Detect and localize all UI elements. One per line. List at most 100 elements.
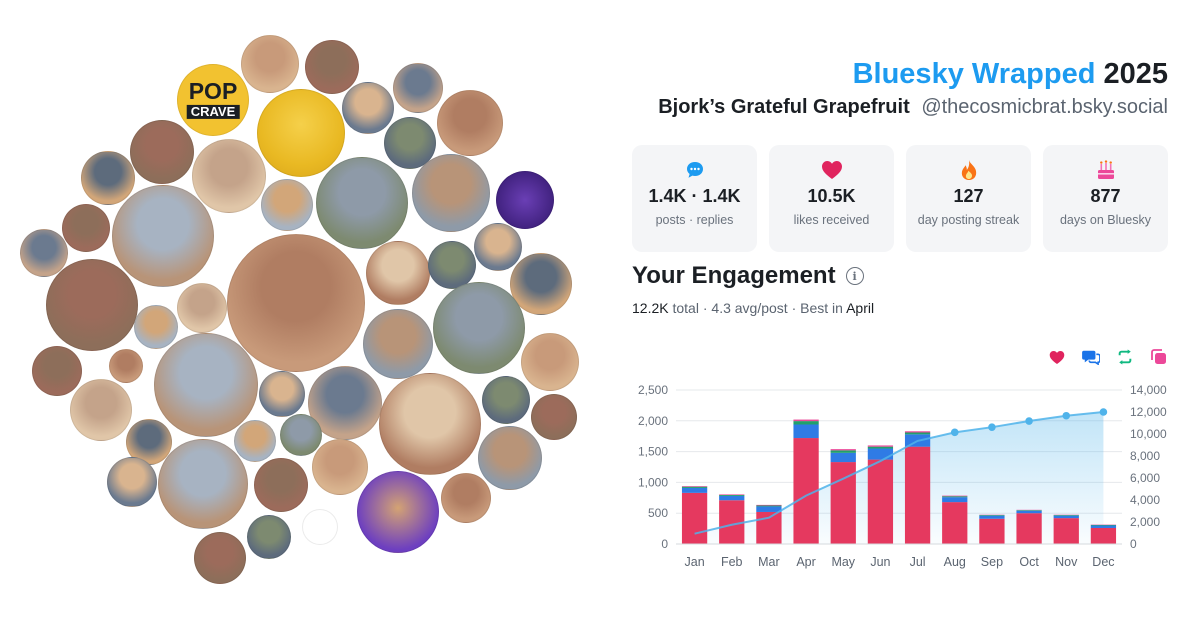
quotes-legend-icon[interactable] bbox=[1150, 348, 1168, 366]
avatar[interactable] bbox=[46, 259, 138, 351]
bar-segment bbox=[942, 495, 968, 497]
bar-segment bbox=[681, 492, 708, 544]
bar-segment bbox=[1053, 515, 1079, 516]
avatar[interactable] bbox=[254, 458, 308, 512]
bar-segment bbox=[719, 495, 745, 501]
stat-card-likes: 10.5K likes received bbox=[769, 145, 894, 252]
avatar[interactable] bbox=[70, 379, 132, 441]
stat-label-streak: day posting streak bbox=[917, 213, 1020, 227]
bar-segment bbox=[904, 446, 931, 544]
avatar[interactable] bbox=[482, 376, 530, 424]
title-year: 2025 bbox=[1103, 58, 1168, 90]
avatar[interactable] bbox=[109, 349, 143, 383]
avatar[interactable] bbox=[474, 223, 522, 271]
avatar[interactable] bbox=[342, 82, 394, 134]
avatar[interactable] bbox=[62, 204, 110, 252]
avatar[interactable] bbox=[177, 283, 227, 333]
avatar[interactable] bbox=[158, 439, 248, 529]
replies-legend-icon[interactable] bbox=[1082, 348, 1100, 366]
bar-segment bbox=[681, 486, 708, 488]
avatar[interactable] bbox=[531, 394, 577, 440]
avatar[interactable] bbox=[302, 509, 338, 545]
page-title: Bluesky Wrapped 2025 bbox=[853, 58, 1168, 91]
avatar[interactable] bbox=[496, 171, 554, 229]
y-right-tick-label: 0 bbox=[1130, 537, 1137, 551]
avatar[interactable] bbox=[81, 151, 135, 205]
chart-legend bbox=[1048, 348, 1168, 366]
avatar[interactable] bbox=[363, 309, 433, 379]
cumulative-area bbox=[694, 412, 1104, 544]
x-tick-label: Dec bbox=[1092, 555, 1114, 569]
avatar[interactable] bbox=[366, 241, 430, 305]
bar-segment bbox=[942, 497, 968, 503]
avatar[interactable] bbox=[412, 154, 490, 232]
likes-legend-icon[interactable] bbox=[1048, 348, 1066, 366]
y-left-tick-label: 2,500 bbox=[638, 383, 668, 397]
bar-segment bbox=[1053, 515, 1079, 519]
y-left-tick-label: 1,000 bbox=[638, 475, 668, 489]
user-handle[interactable]: @thecosmicbrat.bsky.social bbox=[921, 96, 1168, 118]
engagement-total-value: 12.2K bbox=[632, 300, 669, 316]
avatar[interactable] bbox=[154, 333, 258, 437]
avatar[interactable] bbox=[107, 457, 157, 507]
avatar[interactable] bbox=[234, 420, 276, 462]
avatar[interactable] bbox=[20, 229, 68, 277]
cumulative-line bbox=[694, 411, 1104, 535]
x-tick-label: Oct bbox=[1019, 555, 1039, 569]
avatar[interactable] bbox=[437, 90, 503, 156]
bar-segment bbox=[793, 421, 819, 425]
avatar[interactable] bbox=[478, 426, 542, 490]
flame-icon bbox=[906, 159, 1031, 181]
bar-segment bbox=[756, 506, 782, 512]
pop-crave-logo[interactable]: POP CRAVE bbox=[177, 64, 249, 136]
bar-segment bbox=[1016, 513, 1042, 544]
bar-segment bbox=[867, 446, 894, 449]
avatar[interactable] bbox=[393, 63, 443, 113]
y-right-tick-label: 6,000 bbox=[1130, 471, 1160, 485]
info-icon[interactable]: i bbox=[845, 267, 864, 285]
avatar[interactable] bbox=[305, 40, 359, 94]
avatar[interactable] bbox=[194, 532, 246, 584]
avatar[interactable] bbox=[521, 333, 579, 391]
bar-segment bbox=[979, 515, 1005, 519]
avatar[interactable] bbox=[379, 373, 481, 475]
avatar[interactable] bbox=[384, 117, 436, 169]
cumulative-point bbox=[1099, 408, 1108, 416]
y-right-tick-label: 2,000 bbox=[1130, 515, 1160, 529]
avatar[interactable] bbox=[257, 89, 345, 177]
avatar[interactable] bbox=[259, 371, 305, 417]
display-name: Bjork’s Grateful Grapefruit bbox=[658, 96, 910, 118]
y-right-tick-label: 12,000 bbox=[1130, 405, 1167, 419]
avatar[interactable] bbox=[357, 471, 439, 553]
avatar[interactable] bbox=[316, 157, 408, 249]
avatar[interactable] bbox=[510, 253, 572, 315]
bar-segment bbox=[1090, 527, 1117, 544]
y-right-tick-label: 4,000 bbox=[1130, 493, 1160, 507]
engagement-best-prefix: Best in bbox=[800, 300, 843, 316]
bar-segment bbox=[1090, 525, 1117, 528]
avatar[interactable] bbox=[134, 305, 178, 349]
avatar[interactable] bbox=[130, 120, 194, 184]
bar-segment bbox=[719, 495, 745, 496]
avatar[interactable] bbox=[428, 241, 476, 289]
bar-segment bbox=[867, 459, 894, 544]
reposts-legend-icon[interactable] bbox=[1116, 348, 1134, 366]
stat-label-posts: posts · replies bbox=[655, 213, 734, 227]
avatar[interactable] bbox=[192, 139, 266, 213]
y-right-tick-label: 8,000 bbox=[1130, 449, 1160, 463]
cumulative-point bbox=[1025, 417, 1033, 425]
pop-crave-logo-text: POP CRAVE bbox=[186, 79, 240, 120]
bar-segment bbox=[719, 500, 745, 544]
cumulative-point bbox=[1062, 411, 1071, 420]
avatar[interactable] bbox=[312, 439, 368, 495]
x-tick-label: Sep bbox=[981, 555, 1003, 569]
avatar[interactable] bbox=[32, 346, 82, 396]
avatar[interactable] bbox=[280, 414, 322, 456]
avatar[interactable] bbox=[241, 35, 299, 93]
avatar[interactable] bbox=[433, 282, 525, 374]
avatar[interactable] bbox=[227, 234, 365, 372]
avatar[interactable] bbox=[261, 179, 313, 231]
avatar[interactable] bbox=[112, 185, 214, 287]
avatar[interactable] bbox=[441, 473, 491, 523]
avatar[interactable] bbox=[247, 515, 291, 559]
